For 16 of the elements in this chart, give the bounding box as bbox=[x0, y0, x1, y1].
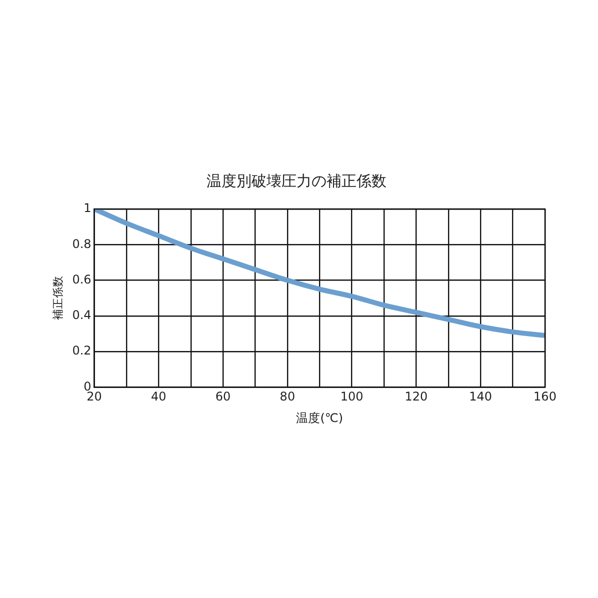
y-tick-label: 0.2 bbox=[72, 344, 92, 358]
y-tick-label: 0.4 bbox=[72, 308, 92, 322]
x-tick-label: 40 bbox=[151, 390, 166, 404]
x-tick-label: 160 bbox=[534, 390, 556, 404]
y-tick-label: 0.8 bbox=[72, 236, 92, 251]
y-tick-label: 1 bbox=[84, 201, 92, 216]
y-tick-label: 0.6 bbox=[72, 272, 92, 286]
x-tick-label: 120 bbox=[404, 390, 428, 404]
x-tick-label: 20 bbox=[86, 390, 102, 404]
x-tick-label: 60 bbox=[215, 390, 231, 404]
x-tick-label: 100 bbox=[340, 390, 364, 404]
y-axis-title: 補正係数 bbox=[51, 276, 64, 320]
x-tick-label: 80 bbox=[280, 390, 296, 404]
x-tick-label: 140 bbox=[469, 390, 492, 404]
x-axis-title: 温度(℃) bbox=[296, 410, 344, 425]
chart-title: 温度別破壊圧力の補正係数 bbox=[206, 172, 386, 190]
